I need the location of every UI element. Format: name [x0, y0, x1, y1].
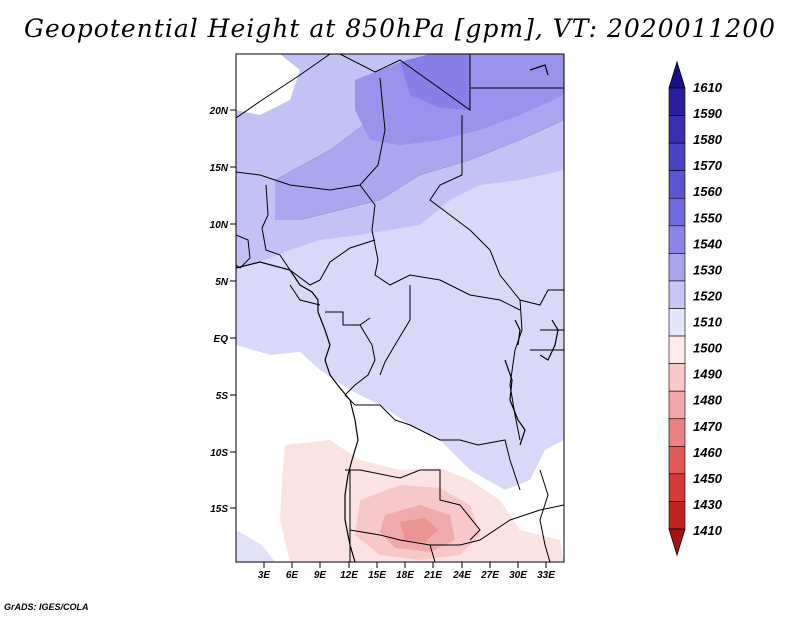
lon-labels: 3E 6E 9E 12E 15E 18E 21E 24E 27E 30E 33E [258, 570, 555, 581]
lon-tick-label: 15E [368, 570, 386, 581]
lat-tick-label: 20N [209, 106, 229, 117]
contour-1560 [400, 54, 470, 110]
colorbar-segment [668, 170, 686, 199]
colorbar-segment [668, 280, 686, 309]
colorbar-segment [668, 225, 686, 254]
colorbar-label: 1450 [693, 471, 723, 486]
colorbar-segment [668, 142, 686, 171]
colorbar-segment [668, 473, 686, 502]
colorbar-segment [668, 115, 686, 144]
colorbar-label: 1500 [693, 341, 723, 356]
colorbar-label: 1530 [693, 262, 723, 277]
colorbar-arrow-top [668, 60, 686, 89]
colorbar-label: 1570 [693, 158, 723, 173]
colorbar-segment [668, 390, 686, 420]
colorbar-segment [668, 308, 686, 337]
lon-tick-label: 6E [286, 570, 299, 581]
colorbar-labels: 1610 1590 1580 1570 1560 1550 1540 1530 1520 1510… [693, 80, 723, 538]
colorbar-label: 1560 [693, 184, 723, 199]
lon-tick-label: 24E [452, 570, 471, 581]
colorbar-segment [668, 197, 686, 227]
colorbar-segment [668, 446, 686, 475]
grads-credit: GrADS: IGES/COLA [4, 602, 89, 612]
colorbar-segment [668, 335, 686, 364]
contour-1520-gap-nw [236, 54, 300, 115]
colorbar-label: 1490 [693, 367, 723, 382]
colorbar-label: 1580 [693, 132, 723, 147]
colorbar-label: 1460 [693, 445, 723, 460]
lat-tick-label: 15S [210, 504, 228, 515]
lon-tick-label: 30E [509, 570, 527, 581]
colorbar-label: 1410 [693, 523, 723, 538]
contour-1470 [400, 518, 438, 542]
colorbar [668, 60, 686, 557]
colorbar-segment [668, 253, 686, 282]
lon-tick-label: 33E [537, 570, 555, 581]
lat-tick-label: 15N [210, 163, 229, 174]
colorbar-label: 1540 [693, 236, 723, 251]
lon-tick-label: 9E [314, 570, 327, 581]
lat-tick-label: 5N [215, 277, 229, 288]
lat-tick-label: 10S [210, 448, 228, 459]
contour-sw [236, 530, 275, 562]
colorbar-label: 1590 [693, 106, 723, 121]
coastline [236, 64, 559, 562]
colorbar-arrow-bottom [668, 528, 686, 557]
colorbar-label: 1470 [693, 419, 723, 434]
colorbar-label: 1480 [693, 393, 723, 408]
axis-ticks [230, 109, 547, 568]
lon-tick-label: 18E [396, 570, 414, 581]
colorbar-segment [668, 418, 686, 447]
height-field [236, 54, 564, 562]
map-frame [235, 53, 565, 563]
lon-tick-label: 27E [480, 570, 499, 581]
lat-tick-label: 5S [216, 391, 229, 402]
colorbar-label: 1430 [693, 497, 723, 512]
lat-tick-label: EQ [214, 334, 229, 345]
lon-tick-label: 21E [423, 570, 442, 581]
colorbar-segment [668, 87, 686, 116]
colorbar-label: 1510 [693, 315, 723, 330]
lat-labels: 20N 15N 10N 5N EQ 5S 10S 15S [209, 106, 229, 515]
colorbar-segment [668, 363, 686, 392]
lat-tick-label: 10N [210, 220, 229, 231]
colorbar-label: 1520 [693, 288, 723, 303]
colorbar-label: 1610 [693, 80, 723, 95]
lon-tick-label: 3E [258, 570, 271, 581]
colorbar-segment [668, 501, 686, 530]
colorbar-label: 1550 [693, 210, 723, 225]
map-title: Geopotential Height at 850hPa [gpm], VT:… [23, 14, 777, 43]
lon-tick-label: 12E [340, 570, 358, 581]
